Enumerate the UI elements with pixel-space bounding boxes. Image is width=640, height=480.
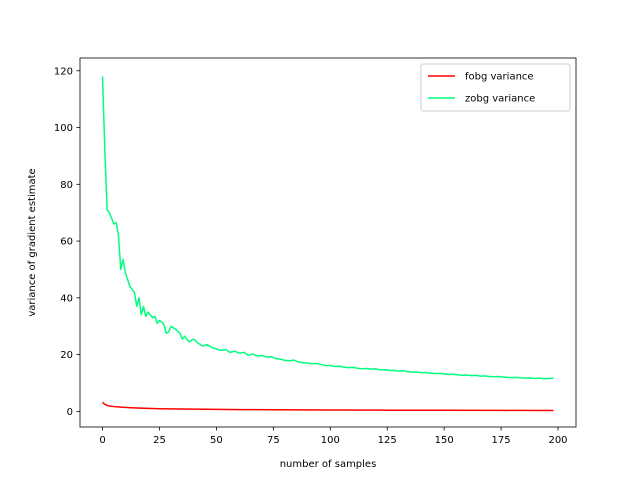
x-tick-label: 150 bbox=[435, 435, 454, 446]
series-line-0 bbox=[102, 401, 554, 412]
y-axis-label: variance of gradient estimate bbox=[27, 168, 38, 316]
y-tick-label: 80 bbox=[60, 180, 73, 191]
y-tick-label: 100 bbox=[54, 123, 73, 134]
y-tick-label: 40 bbox=[60, 293, 73, 304]
x-tick-label: 75 bbox=[267, 435, 280, 446]
x-tick-label: 100 bbox=[321, 435, 340, 446]
y-tick-label: 60 bbox=[60, 237, 73, 248]
x-axis-ticks: 0 25 50 75 100 125 150 175 200 bbox=[99, 427, 568, 446]
x-tick-label: 200 bbox=[548, 435, 567, 446]
x-tick-label: 25 bbox=[153, 435, 166, 446]
x-tick-label: 0 bbox=[99, 435, 105, 446]
x-tick-label: 50 bbox=[210, 435, 223, 446]
x-tick-label: 175 bbox=[492, 435, 511, 446]
y-tick-label: 20 bbox=[60, 350, 73, 361]
legend-label-1: zobg variance bbox=[465, 94, 535, 105]
plot-frame bbox=[79, 57, 577, 428]
y-tick-label: 0 bbox=[67, 407, 73, 418]
y-tick-label: 120 bbox=[54, 66, 73, 77]
x-tick-label: 125 bbox=[378, 435, 397, 446]
legend: fobg variance zobg variance bbox=[420, 63, 571, 112]
series-line-1 bbox=[101, 76, 554, 380]
series-layer bbox=[101, 76, 554, 412]
x-axis-label: number of samples bbox=[280, 459, 377, 470]
legend-box bbox=[420, 63, 571, 112]
y-axis-ticks: 0 20 40 60 80 100 120 bbox=[54, 66, 80, 418]
legend-label-0: fobg variance bbox=[465, 72, 534, 83]
